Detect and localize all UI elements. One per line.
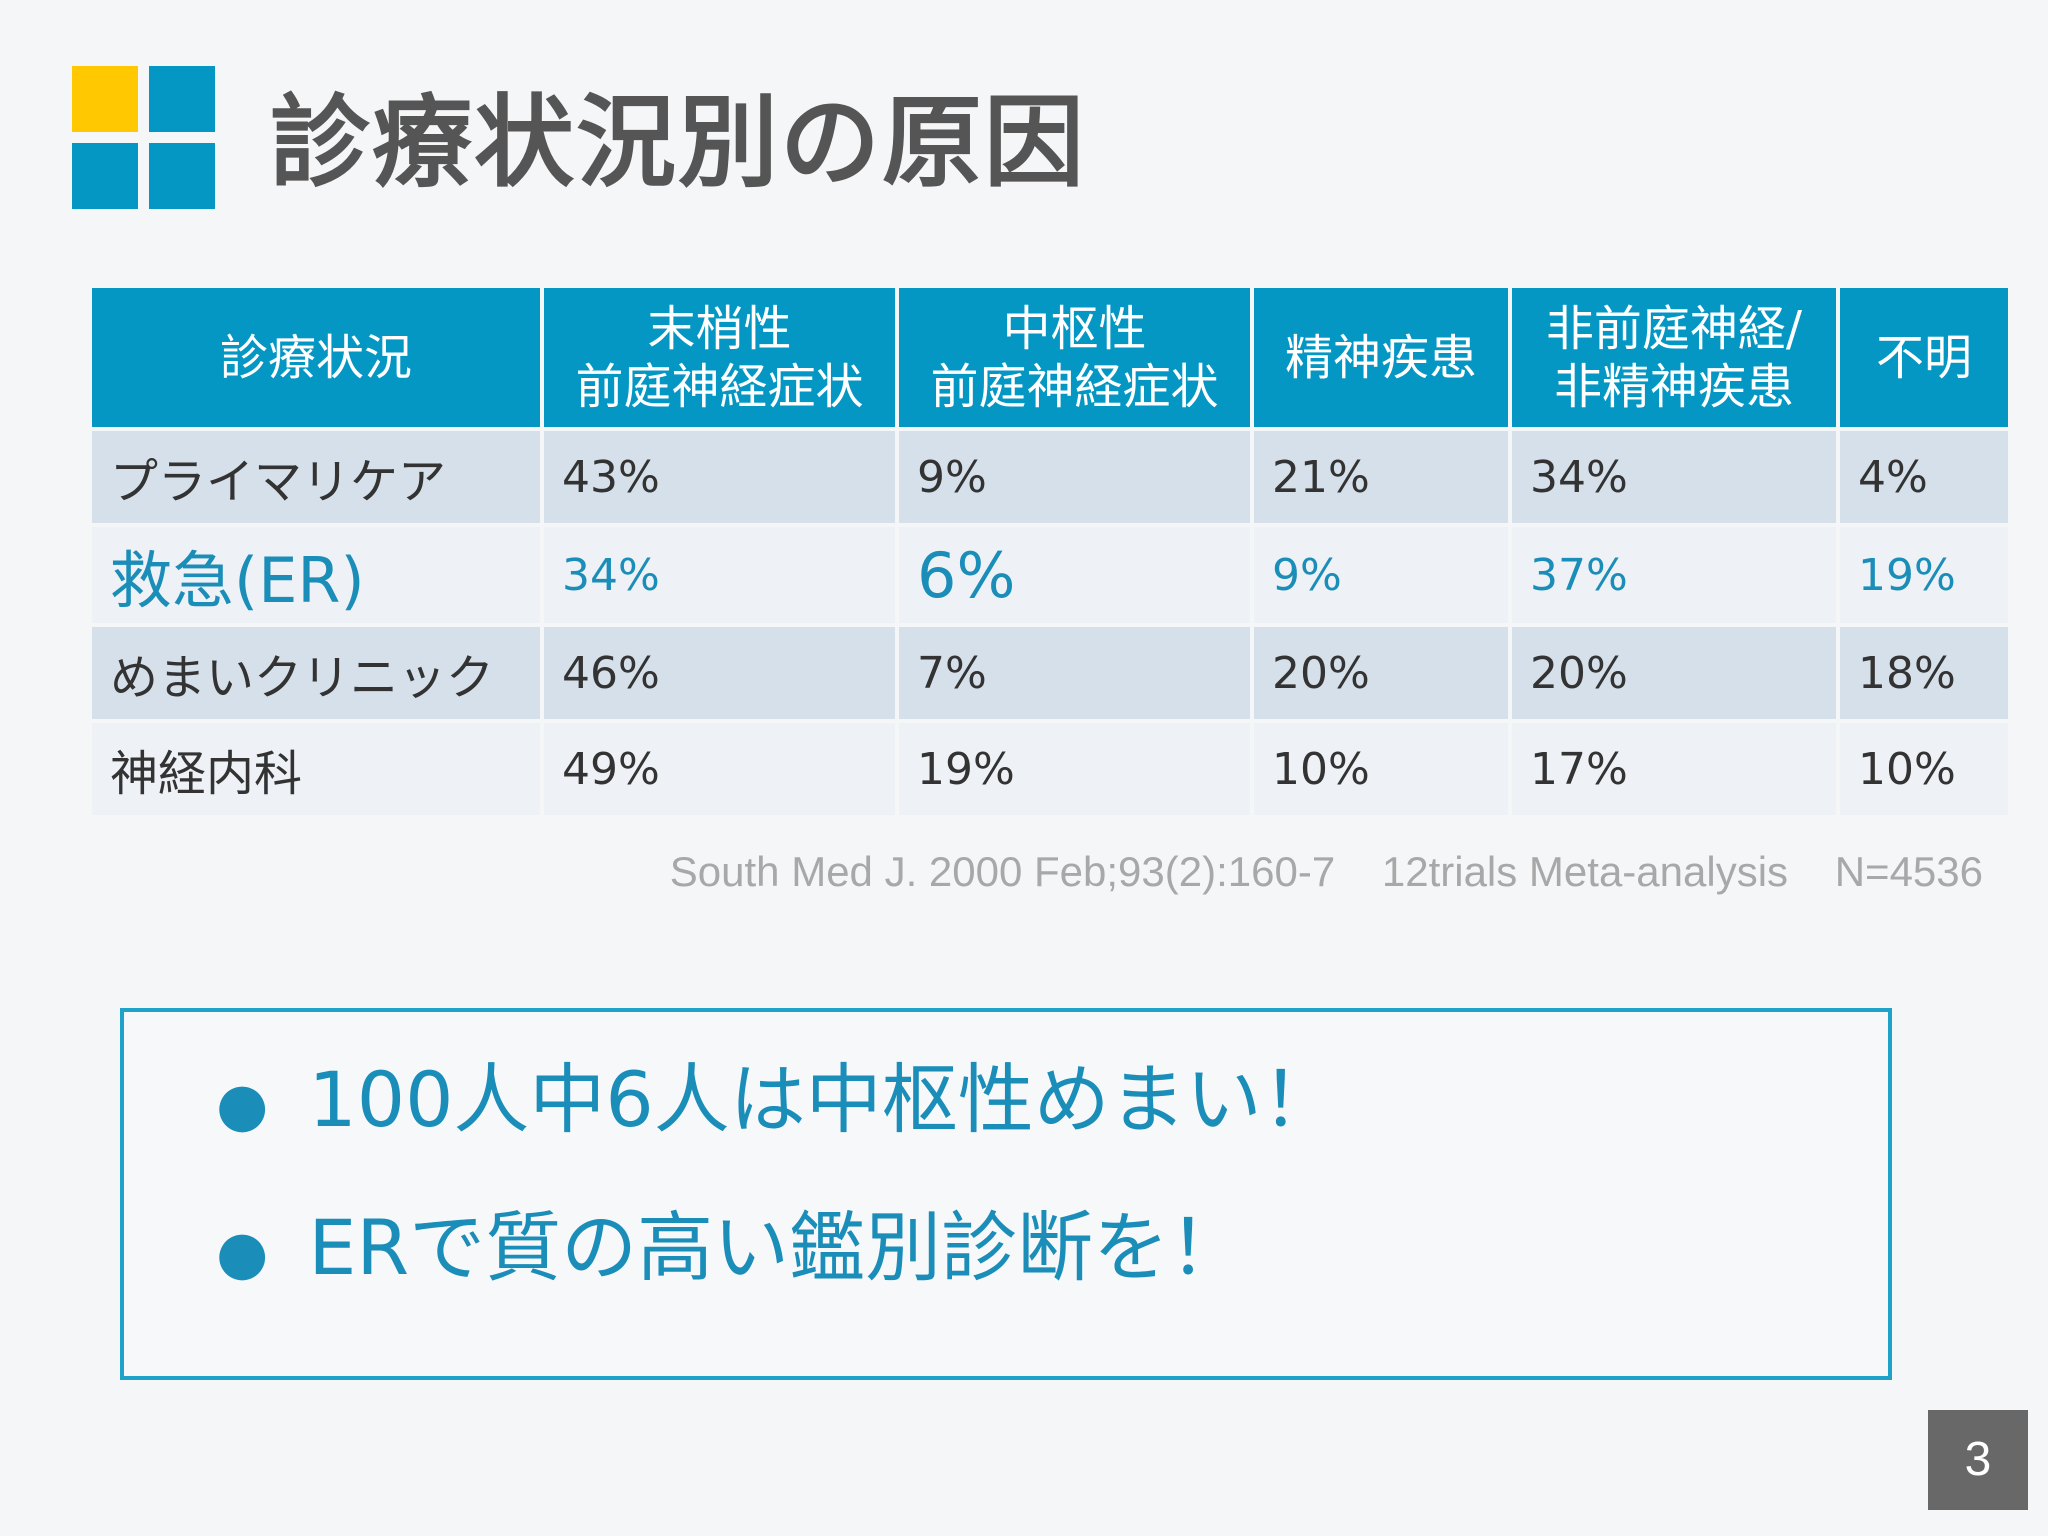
bullet-text: 100人中6人は中枢性めまい！ xyxy=(308,1055,1338,1144)
table-row: 神経内科 49% 19% 10% 17% 10% xyxy=(88,719,2012,819)
bullet-text: ERで質の高い鑑別診断を！ xyxy=(308,1203,1246,1292)
table-cell: 34% xyxy=(540,523,899,627)
bullet-icon: ● xyxy=(216,1218,269,1288)
header-psychiatric: 精神疾患 xyxy=(1250,284,1512,431)
row-label: めまいクリニック xyxy=(88,623,544,723)
table-row: プライマリケア 43% 9% 21% 34% 4% xyxy=(88,427,2012,527)
bullet-item: ● ERで質の高い鑑別診断を！ xyxy=(216,1200,1245,1301)
table-cell: 34% xyxy=(1508,427,1840,527)
table-cell: 9% xyxy=(895,427,1254,527)
table-cell-emphasized: 6% xyxy=(895,523,1254,627)
source-citation: South Med J. 2000 Feb;93(2):160-7 12tria… xyxy=(669,848,1983,895)
header-setting: 診療状況 xyxy=(88,284,544,431)
header-peripheral: 末梢性 前庭神経症状 xyxy=(540,284,899,431)
diagnosis-table: 診療状況 末梢性 前庭神経症状 中枢性 前庭神経症状 精神疾患 非前庭神経/非精神疾… xyxy=(88,284,2012,819)
table-cell: 46% xyxy=(540,623,899,723)
row-label: プライマリケア xyxy=(88,427,544,527)
table-cell: 7% xyxy=(895,623,1254,723)
table-cell: 10% xyxy=(1250,719,1512,819)
page-title: 診療状況別の原因 xyxy=(270,84,1086,201)
table-cell: 19% xyxy=(895,719,1254,819)
bullet-icon: ● xyxy=(216,1070,269,1140)
key-points-box: ● 100人中6人は中枢性めまい！ ● ERで質の高い鑑別診断を！ xyxy=(120,1008,1892,1380)
table-cell: 21% xyxy=(1250,427,1512,527)
table-row: めまいクリニック 46% 7% 20% 20% 18% xyxy=(88,623,2012,723)
header-other: 非前庭神経/非精神疾患 xyxy=(1508,284,1840,431)
table-cell: 18% xyxy=(1836,623,2012,723)
table-header-row: 診療状況 末梢性 前庭神経症状 中枢性 前庭神経症状 精神疾患 非前庭神経/非精神疾… xyxy=(88,284,2012,431)
table-cell: 37% xyxy=(1508,523,1840,627)
logo-icon xyxy=(72,66,217,209)
bullet-item: ● 100人中6人は中枢性めまい！ xyxy=(216,1052,1338,1153)
page-number: 3 xyxy=(1928,1410,2028,1510)
header-unknown: 不明 xyxy=(1836,284,2012,431)
table-cell: 20% xyxy=(1508,623,1840,723)
table-cell: 19% xyxy=(1836,523,2012,627)
table-cell: 49% xyxy=(540,719,899,819)
table-row-highlighted: 救急(ER) 34% 6% 9% 37% 19% xyxy=(88,523,2012,627)
table-cell: 4% xyxy=(1836,427,2012,527)
header-central: 中枢性 前庭神経症状 xyxy=(895,284,1254,431)
table-cell: 9% xyxy=(1250,523,1512,627)
table-cell: 10% xyxy=(1836,719,2012,819)
row-label: 救急(ER) xyxy=(88,523,544,627)
table-cell: 43% xyxy=(540,427,899,527)
table-cell: 17% xyxy=(1508,719,1840,819)
row-label: 神経内科 xyxy=(88,719,544,819)
table-cell: 20% xyxy=(1250,623,1512,723)
